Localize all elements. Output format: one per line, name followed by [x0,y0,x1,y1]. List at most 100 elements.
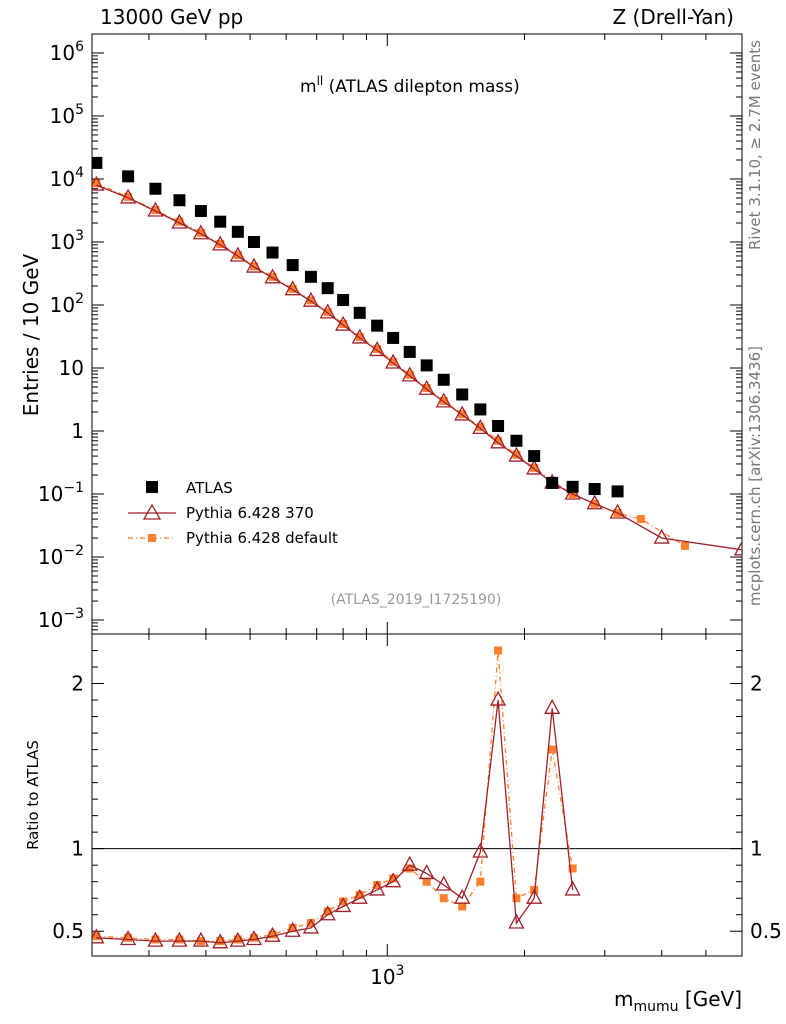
atlas-point [247,235,260,248]
pythia-default-point [339,319,348,328]
ratio-pythia-default-line [96,650,574,942]
ratio-pythia-default-point [422,877,431,886]
ratio-pythia-370-point [120,930,137,946]
atlas-point [420,359,433,372]
pythia-370-point [435,392,452,408]
pythia-370-point [302,291,320,307]
pythia-default-point [233,251,242,260]
pythia-370-point [120,188,137,204]
pythia-default-point [530,463,539,472]
ratio-pythia-default-point [306,918,315,927]
ratio-pythia-default-point [355,890,364,899]
atlas-point [546,476,559,489]
pythia-370-point [733,540,742,556]
y-tick-label: 104 [50,165,84,191]
pythia-370-point [472,419,489,435]
ratio-pythia-default-point [151,935,160,944]
pythia-default-point [512,450,521,459]
legend-label-pythia370: Pythia 6.428 370 [186,504,314,522]
pythia-370-point [369,341,386,357]
pythia-default-point [494,436,503,445]
ratio-pythia-default-point [92,932,101,941]
ratio-pythia-370-point [335,897,352,913]
ratio-y-tick-label: 0.5 [52,919,84,943]
atlas-point [149,182,162,195]
ratio-pythia-370-point [302,918,320,934]
main-y-axis-label: Entries / 10 GeV [19,253,43,416]
ratio-pythia-370-point [435,875,452,891]
atlas-point [403,345,416,358]
ratio-pythia-370-point [369,880,386,896]
ratio-pythia-370-point [147,931,164,947]
pythia-370-point [319,303,336,319]
pythia-default-point [405,370,414,379]
y-tick-label: 106 [50,39,84,65]
pythia-default-point [389,357,398,366]
pythia-default-point [216,239,225,248]
pythia-370-point [284,280,301,296]
pythia-default-point [124,192,133,201]
pythia-default-point [355,333,364,342]
pythia-370-point [508,446,525,462]
pythia-default-point [422,384,431,393]
ratio-y-tick-label-right: 1 [750,837,763,861]
pythia-370-point [401,366,418,382]
pythia-default-point [681,541,690,550]
ratio-pythia-370-point [489,690,507,706]
ratio-pythia-370-point [212,933,229,949]
ratio-pythia-370-point [92,928,105,944]
pythia-370-point [92,175,105,191]
legend-label-atlas: ATLAS [186,479,233,497]
atlas-point [528,450,541,463]
pythia-default-point [151,206,160,215]
pythia-370-point [385,353,402,369]
main-series-group [92,156,742,556]
pythia-default-point [288,284,297,293]
ratio-y-tick-label: 2 [71,672,84,696]
pythia-370-point [171,213,188,229]
ratio-pythia-370-point [564,880,581,896]
atlas-point [321,282,334,295]
ratio-pythia-default-point [458,902,467,911]
ratio-pythia-370-point [284,921,301,937]
atlas-point [387,331,400,344]
atlas-point [353,306,366,319]
pythia-370-point [192,224,209,240]
pythia-370-point [147,201,164,217]
atlas-point [92,156,103,169]
y-tick-label: 10−3 [38,606,84,632]
y-tick-label: 10−2 [38,543,84,569]
ratio-pythia-370-line [96,700,574,944]
pythia-default-point [175,217,184,226]
atlas-point [456,388,469,401]
ratio-series-group [92,646,581,949]
atlas-point [286,259,299,272]
axes-layer: 10−3 10−2 10−1 1 10 102 103 104 105 106 0.5 0.5 1 1 2 2… [38,33,782,989]
ratio-y-axis-label: Ratio to ATLAS [24,740,42,850]
ratio-pythia-370-point [526,888,543,904]
ratio-pythia-default-point [233,935,242,944]
pythia-370-point [264,268,281,284]
y-tick-label: 10 [59,356,84,380]
atlas-point [194,205,207,218]
ratio-pythia-370-point [229,931,246,947]
y-tick-label: 102 [50,291,84,317]
ratio-pythia-default-point [249,933,258,942]
ratio-pythia-370-point [351,888,368,904]
pythia-370-point [229,246,246,262]
pythia-default-point [268,272,277,281]
ratio-pythia-370-point [418,864,435,880]
ratio-pythia-default-point [373,880,382,889]
legend-marker-pythia-default [148,534,156,542]
ratio-pythia-default-point [288,923,297,932]
atlas-point [337,294,350,307]
ratio-pythia-370-point [401,855,418,871]
pythia-default-point [92,179,101,188]
ratio-y-tick-label-right: 0.5 [750,919,782,943]
pythia-default-point [373,345,382,354]
ratio-pythia-370-point [454,888,471,904]
pythia-default-point [476,423,485,432]
atlas-point [304,270,317,283]
ratio-pythia-370-point [508,913,525,929]
pythia-default-point [439,396,448,405]
